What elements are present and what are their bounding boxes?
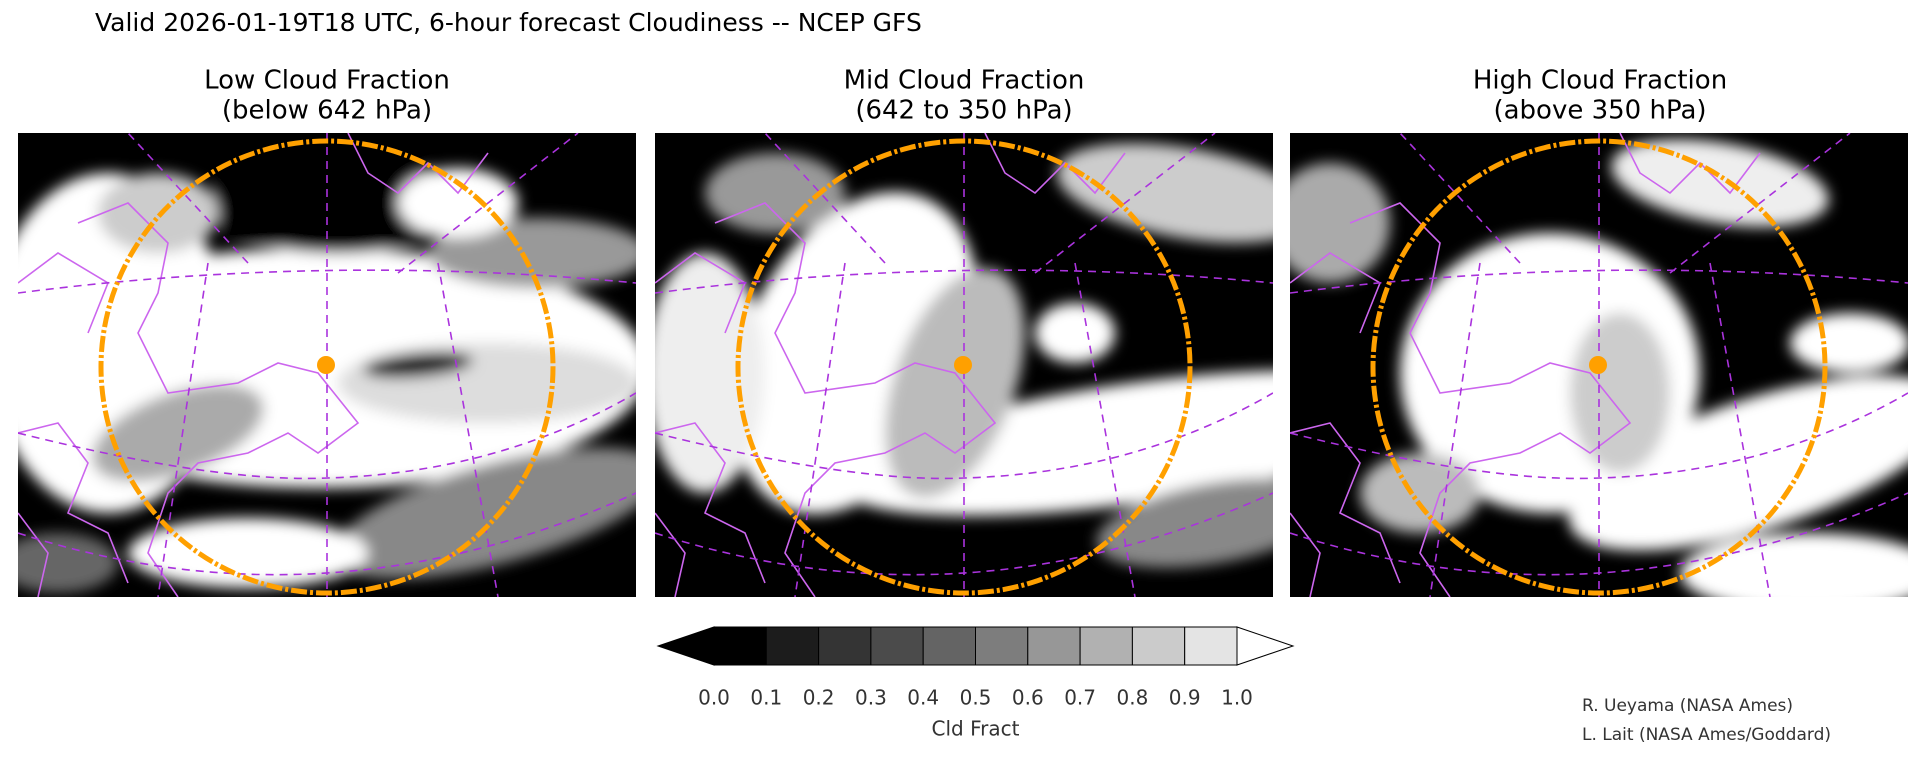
cloud-blob xyxy=(398,168,518,238)
cloud-blob xyxy=(92,384,264,482)
coastline xyxy=(1349,202,1632,597)
parallel xyxy=(1290,269,1908,294)
parallel xyxy=(18,392,636,480)
cloud-blob xyxy=(705,153,845,233)
cloud-blob xyxy=(338,343,636,423)
colorbar-bin xyxy=(818,626,872,666)
page-title: Valid 2026-01-19T18 UTC, 6-hour forecast… xyxy=(95,8,922,37)
colorbar-tick-label: 0.1 xyxy=(750,686,782,710)
parallel xyxy=(18,269,636,294)
colorbar-tick-label: 0.7 xyxy=(1064,686,1096,710)
colorbar-tick-label: 0.5 xyxy=(960,686,992,710)
meridian xyxy=(1709,262,1771,597)
meridian xyxy=(127,133,579,274)
panel-title: Mid Cloud Fraction xyxy=(844,66,1085,96)
cloud-blob xyxy=(837,370,1273,516)
meridian xyxy=(1074,262,1136,597)
colorbar-bin xyxy=(1079,626,1133,666)
parallel xyxy=(1290,392,1908,480)
meridian xyxy=(764,133,1216,274)
cloud-blob xyxy=(1096,478,1273,568)
colorbar-tick-label: 0.6 xyxy=(1012,686,1044,710)
meridian xyxy=(794,262,846,597)
cloud-blob xyxy=(885,268,1025,498)
parallel xyxy=(655,392,1273,480)
range-ring xyxy=(735,138,1193,596)
meridian xyxy=(1399,133,1851,274)
cloud-blob xyxy=(208,153,468,253)
colorbar-tick-label: 0.2 xyxy=(803,686,835,710)
cloud-blob xyxy=(363,352,473,378)
colorbar-under xyxy=(656,626,715,666)
colorbar-tick-label: 0.4 xyxy=(907,686,939,710)
colorbar-bin xyxy=(975,626,1029,666)
credit: L. Lait (NASA Ames/Goddard) xyxy=(1582,725,1831,745)
cloud-blob xyxy=(1290,163,1390,283)
coastline xyxy=(1290,252,1401,597)
cloud-blob xyxy=(1056,143,1273,243)
colorbar-bin xyxy=(1184,626,1238,666)
panel-subtitle: (642 to 350 hPa) xyxy=(855,96,1072,126)
colorbar-tick-label: 0.9 xyxy=(1169,686,1201,710)
colorbar-bin xyxy=(1027,626,1081,666)
parallel xyxy=(18,492,636,576)
cloud-blob xyxy=(18,533,118,593)
cloud-blob xyxy=(1360,453,1480,533)
cloud-blob xyxy=(1570,313,1670,473)
colorbar-bin xyxy=(765,626,820,666)
coastline xyxy=(714,202,997,597)
parallel xyxy=(655,492,1273,576)
cloud-blob xyxy=(98,173,218,253)
cloud-blob xyxy=(1035,303,1115,363)
panel-subtitle: (above 350 hPa) xyxy=(1493,96,1706,126)
colorbar-bin xyxy=(713,626,767,666)
colorbar-over xyxy=(1236,626,1295,666)
coastline xyxy=(18,252,129,597)
range-ring xyxy=(1370,138,1828,596)
colorbar-tick-label: 1.0 xyxy=(1221,686,1253,710)
colorbar-tick-label: 0.8 xyxy=(1116,686,1148,710)
coastline xyxy=(77,202,360,597)
site-marker xyxy=(317,356,335,374)
parallel xyxy=(1290,492,1908,576)
map-panel xyxy=(18,133,636,597)
site-marker xyxy=(1589,356,1607,374)
meridian xyxy=(157,262,209,597)
meridian xyxy=(1429,262,1481,597)
colorbar-bin xyxy=(1131,626,1186,666)
colorbar-tick-label: 0.3 xyxy=(855,686,887,710)
colorbar-label: Cld Fract xyxy=(932,717,1020,741)
cloud-blob xyxy=(1790,313,1908,373)
parallel xyxy=(655,269,1273,294)
range-ring xyxy=(98,138,556,596)
map-panel xyxy=(1290,133,1908,597)
cloud-field xyxy=(655,143,1273,568)
coastline xyxy=(655,252,766,597)
cloud-blob xyxy=(655,253,765,493)
panel-title: Low Cloud Fraction xyxy=(204,66,450,96)
colorbar-bin xyxy=(922,626,977,666)
meridian xyxy=(437,262,499,597)
panel-subtitle: (below 642 hPa) xyxy=(222,96,432,126)
panel-title: High Cloud Fraction xyxy=(1473,66,1727,96)
site-marker xyxy=(954,356,972,374)
map-panel xyxy=(655,133,1273,597)
credit: R. Ueyama (NASA Ames) xyxy=(1582,696,1793,716)
colorbar-tick-label: 0.0 xyxy=(698,686,730,710)
colorbar-bin xyxy=(870,626,924,666)
